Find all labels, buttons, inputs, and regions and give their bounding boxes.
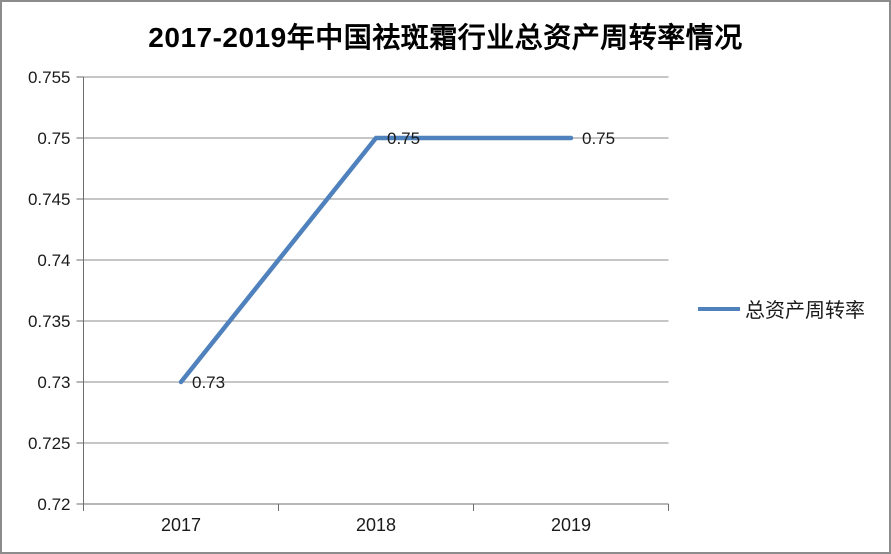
y-axis-tick-label: 0.735 bbox=[28, 312, 71, 331]
chart-title: 2017-2019年中国祛斑霜行业总资产周转率情况 bbox=[148, 22, 743, 53]
legend-line-icon bbox=[698, 306, 740, 311]
x-axis-category-label: 2017 bbox=[161, 515, 201, 535]
y-axis-tick-label: 0.72 bbox=[37, 495, 70, 514]
x-axis-category-label: 2018 bbox=[356, 515, 396, 535]
x-axis-category-label: 2019 bbox=[551, 515, 591, 535]
y-axis-tick-label: 0.75 bbox=[37, 129, 70, 148]
data-point-label: 0.75 bbox=[387, 129, 420, 148]
data-point-label: 0.75 bbox=[582, 129, 615, 148]
legend-series-label: 总资产周转率 bbox=[745, 300, 865, 322]
y-axis-tick-label: 0.745 bbox=[28, 190, 71, 209]
y-axis-tick-label: 0.73 bbox=[37, 373, 70, 392]
data-point-label: 0.73 bbox=[192, 373, 225, 392]
y-axis-tick-label: 0.74 bbox=[37, 251, 70, 270]
series-line bbox=[178, 135, 574, 385]
y-axis-tick-label: 0.725 bbox=[28, 434, 71, 453]
legend: 总资产周转率 bbox=[698, 294, 865, 323]
y-axis-tick-label: 0.755 bbox=[28, 68, 71, 87]
